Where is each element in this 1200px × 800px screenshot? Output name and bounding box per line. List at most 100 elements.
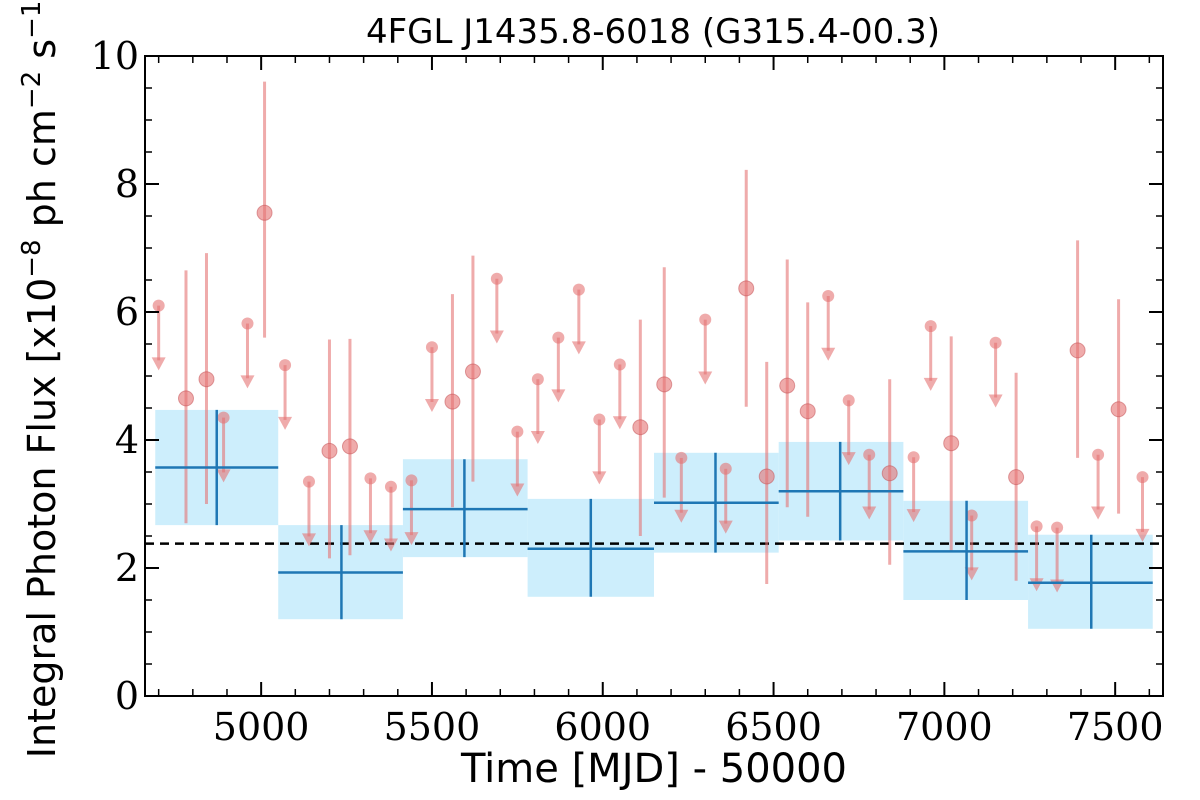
upper-limit-point bbox=[572, 283, 585, 296]
upper-limit-point bbox=[1030, 520, 1043, 533]
x-tick-label: 5500 bbox=[384, 705, 481, 749]
upper-limit-point bbox=[613, 358, 626, 371]
detection-point bbox=[1069, 342, 1086, 359]
upper-limit-arrow-head bbox=[404, 532, 419, 546]
upper-limit-point bbox=[1092, 448, 1105, 461]
upper-limit-point bbox=[1051, 521, 1064, 534]
upper-limit-arrow-head bbox=[278, 416, 293, 430]
upper-limit-point bbox=[364, 472, 377, 485]
y-tick-label: 4 bbox=[115, 418, 139, 462]
detection-point bbox=[656, 376, 673, 393]
upper-limit-arrow-head bbox=[964, 567, 979, 581]
x-tick-label: 7500 bbox=[1067, 705, 1164, 749]
y-tick-label: 2 bbox=[115, 546, 139, 590]
detection-point bbox=[943, 435, 960, 452]
x-tick-label: 6000 bbox=[554, 705, 651, 749]
upper-limit-arrow-head bbox=[674, 509, 689, 523]
upper-limit-point bbox=[965, 509, 978, 522]
upper-limit-point bbox=[152, 299, 165, 312]
upper-limit-point bbox=[302, 475, 315, 488]
upper-limit-arrow-head bbox=[698, 371, 713, 385]
upper-limit-arrow-head bbox=[151, 357, 166, 371]
y-tick-label: 0 bbox=[115, 674, 139, 718]
upper-limit-point bbox=[217, 411, 230, 424]
y-tick-label: 8 bbox=[115, 162, 139, 206]
upper-limit-arrow-head bbox=[240, 375, 255, 389]
binned-points bbox=[155, 409, 1153, 629]
upper-limit-arrow-head bbox=[216, 469, 231, 483]
upper-limit-arrow-head bbox=[489, 330, 504, 344]
upper-limit-point bbox=[675, 451, 688, 464]
x-tick-label: 7000 bbox=[896, 705, 993, 749]
y-axis-label-close: ] bbox=[20, 0, 64, 1]
detection-point bbox=[321, 442, 338, 459]
plot-area bbox=[145, 81, 1163, 629]
x-axis: 5000 5500 6000 6500 7000 7500 bbox=[157, 56, 1164, 749]
detection-point bbox=[779, 377, 796, 394]
upper-limit-point bbox=[842, 394, 855, 407]
y-axis-label-unit: ph cm bbox=[20, 109, 64, 239]
y-axis-label-unit-exponent: −2 bbox=[17, 71, 47, 109]
upper-limit-point bbox=[863, 448, 876, 461]
upper-limit-point bbox=[552, 331, 565, 344]
detection-point bbox=[341, 438, 358, 455]
upper-limit-point bbox=[241, 317, 254, 330]
y-axis-label-main: Integral Photon Flux [x10 bbox=[20, 278, 64, 759]
detection-point bbox=[256, 204, 273, 221]
upper-limit-point bbox=[907, 451, 920, 464]
upper-limit-arrow-head bbox=[718, 520, 733, 534]
detection-point bbox=[632, 419, 649, 436]
bin-bands bbox=[155, 409, 1153, 629]
upper-limit-arrow-head bbox=[530, 431, 545, 444]
upper-limit-point bbox=[1136, 471, 1149, 484]
upper-limit-arrow-head bbox=[841, 452, 856, 466]
y-axis-label-exponent: −8 bbox=[17, 239, 47, 277]
upper-limit-arrow-head bbox=[1091, 506, 1106, 520]
upper-limit-point bbox=[384, 480, 397, 493]
upper-limit-arrow-head bbox=[862, 506, 877, 520]
detection-point bbox=[198, 371, 215, 388]
upper-limit-arrow-head bbox=[301, 533, 316, 547]
upper-limit-arrow-head bbox=[424, 399, 439, 412]
chart-title: 4FGL J1435.8-6018 (G315.4-00.3) bbox=[366, 12, 940, 52]
upper-limit-point bbox=[593, 413, 606, 426]
y-axis: 0 2 4 6 8 10 bbox=[91, 34, 1163, 718]
detection-point bbox=[881, 465, 898, 482]
upper-limit-arrow-head bbox=[1135, 528, 1150, 542]
upper-limit-arrow-head bbox=[1029, 578, 1044, 592]
upper-limit-point bbox=[989, 336, 1002, 349]
upper-limit-point bbox=[511, 425, 524, 438]
upper-limit-arrow-head bbox=[923, 377, 938, 391]
y-tick-label: 10 bbox=[91, 34, 139, 78]
upper-limit-point bbox=[699, 313, 712, 326]
y-axis-label: Integral Photon Flux [x10−8 ph cm−2 s−1] bbox=[17, 0, 64, 758]
upper-limit-arrow-head bbox=[612, 416, 627, 430]
detection-point bbox=[1110, 401, 1127, 418]
upper-limit-arrow-head bbox=[383, 538, 398, 552]
upper-limit-arrow-head bbox=[551, 389, 566, 403]
y-axis-label-tail: s bbox=[20, 39, 64, 71]
detection-point bbox=[758, 468, 775, 485]
detection-point bbox=[177, 390, 194, 407]
upper-limit-point bbox=[425, 341, 438, 354]
y-tick-label: 6 bbox=[115, 290, 139, 334]
upper-limit-point bbox=[405, 474, 418, 487]
detection-point bbox=[738, 280, 755, 297]
upper-limit-arrow-head bbox=[510, 483, 525, 497]
upper-limit-point bbox=[490, 272, 503, 285]
upper-limit-arrow-head bbox=[906, 509, 921, 523]
upper-limit-arrow-head bbox=[821, 347, 836, 361]
upper-limit-arrow-head bbox=[988, 394, 1003, 408]
upper-limit-arrow-head bbox=[592, 471, 607, 485]
detection-point bbox=[799, 403, 816, 420]
upper-limit-point bbox=[531, 373, 544, 386]
upper-limit-point bbox=[279, 359, 292, 372]
upper-limit-arrow-head bbox=[571, 341, 586, 355]
detection-point bbox=[464, 363, 481, 380]
x-axis-label: Time [MJD] - 50000 bbox=[460, 746, 847, 792]
x-tick-label: 5000 bbox=[213, 705, 310, 749]
upper-limit-point bbox=[822, 290, 835, 302]
upper-limit-point bbox=[924, 320, 937, 333]
detection-point bbox=[1008, 469, 1025, 486]
